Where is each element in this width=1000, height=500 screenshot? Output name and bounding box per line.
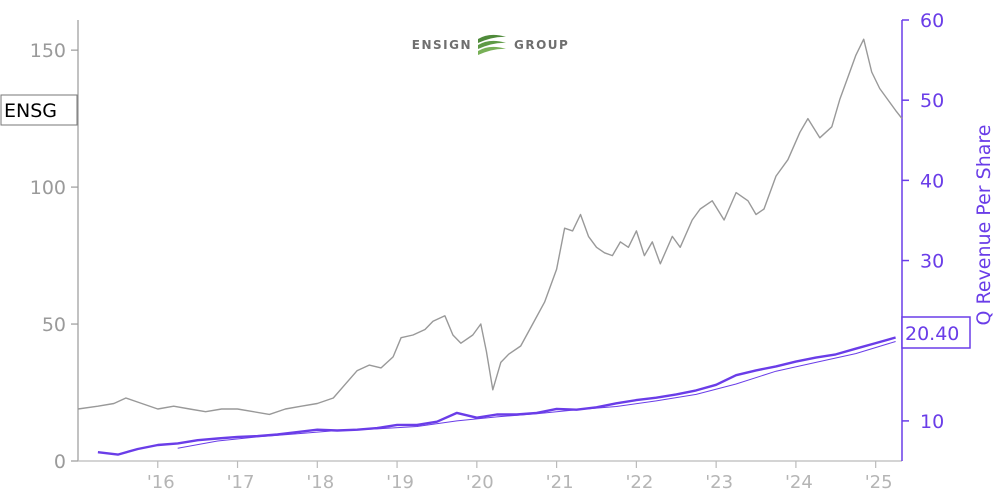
last-value-box: 20.40 — [901, 316, 971, 349]
logo-text-left: ENSIGN — [412, 38, 472, 52]
axes: 050100150102030405060'16'17'18'19'20'21'… — [30, 10, 944, 493]
right-tick-label: 30 — [920, 251, 944, 273]
left-tick-label: 100 — [30, 177, 66, 199]
logo-text-right: GROUP — [514, 38, 569, 52]
series-layer — [77, 38, 903, 456]
left-tick-label: 150 — [30, 40, 66, 62]
price-line — [77, 38, 903, 416]
last-value-label: 20.40 — [905, 323, 959, 345]
logo-icon — [478, 34, 506, 55]
ticker-box: ENSG — [0, 94, 78, 126]
x-tick-label: '22 — [625, 472, 653, 493]
left-tick-label: 50 — [42, 314, 66, 336]
x-tick-label: '23 — [705, 472, 733, 493]
right-tick-label: 40 — [920, 170, 944, 192]
logo: ENSIGN GROUP — [412, 34, 569, 55]
x-tick-label: '24 — [785, 472, 813, 493]
x-tick-label: '25 — [865, 472, 893, 493]
right-tick-label: 10 — [920, 411, 944, 433]
x-tick-label: '16 — [147, 472, 175, 493]
revenue-per-share-trailing-line — [177, 341, 896, 449]
right-tick-label: 50 — [920, 90, 944, 112]
revenue-per-share-line — [97, 336, 896, 456]
left-tick-label: 0 — [54, 451, 66, 473]
x-tick-label: '17 — [227, 472, 255, 493]
x-tick-label: '18 — [306, 472, 334, 493]
x-tick-label: '19 — [386, 472, 414, 493]
right-axis-title: Q Revenue Per Share — [973, 125, 995, 326]
ticker-label: ENSG — [4, 100, 57, 122]
x-tick-label: '20 — [466, 472, 494, 493]
right-tick-label: 60 — [920, 10, 944, 32]
x-tick-label: '21 — [546, 472, 574, 493]
